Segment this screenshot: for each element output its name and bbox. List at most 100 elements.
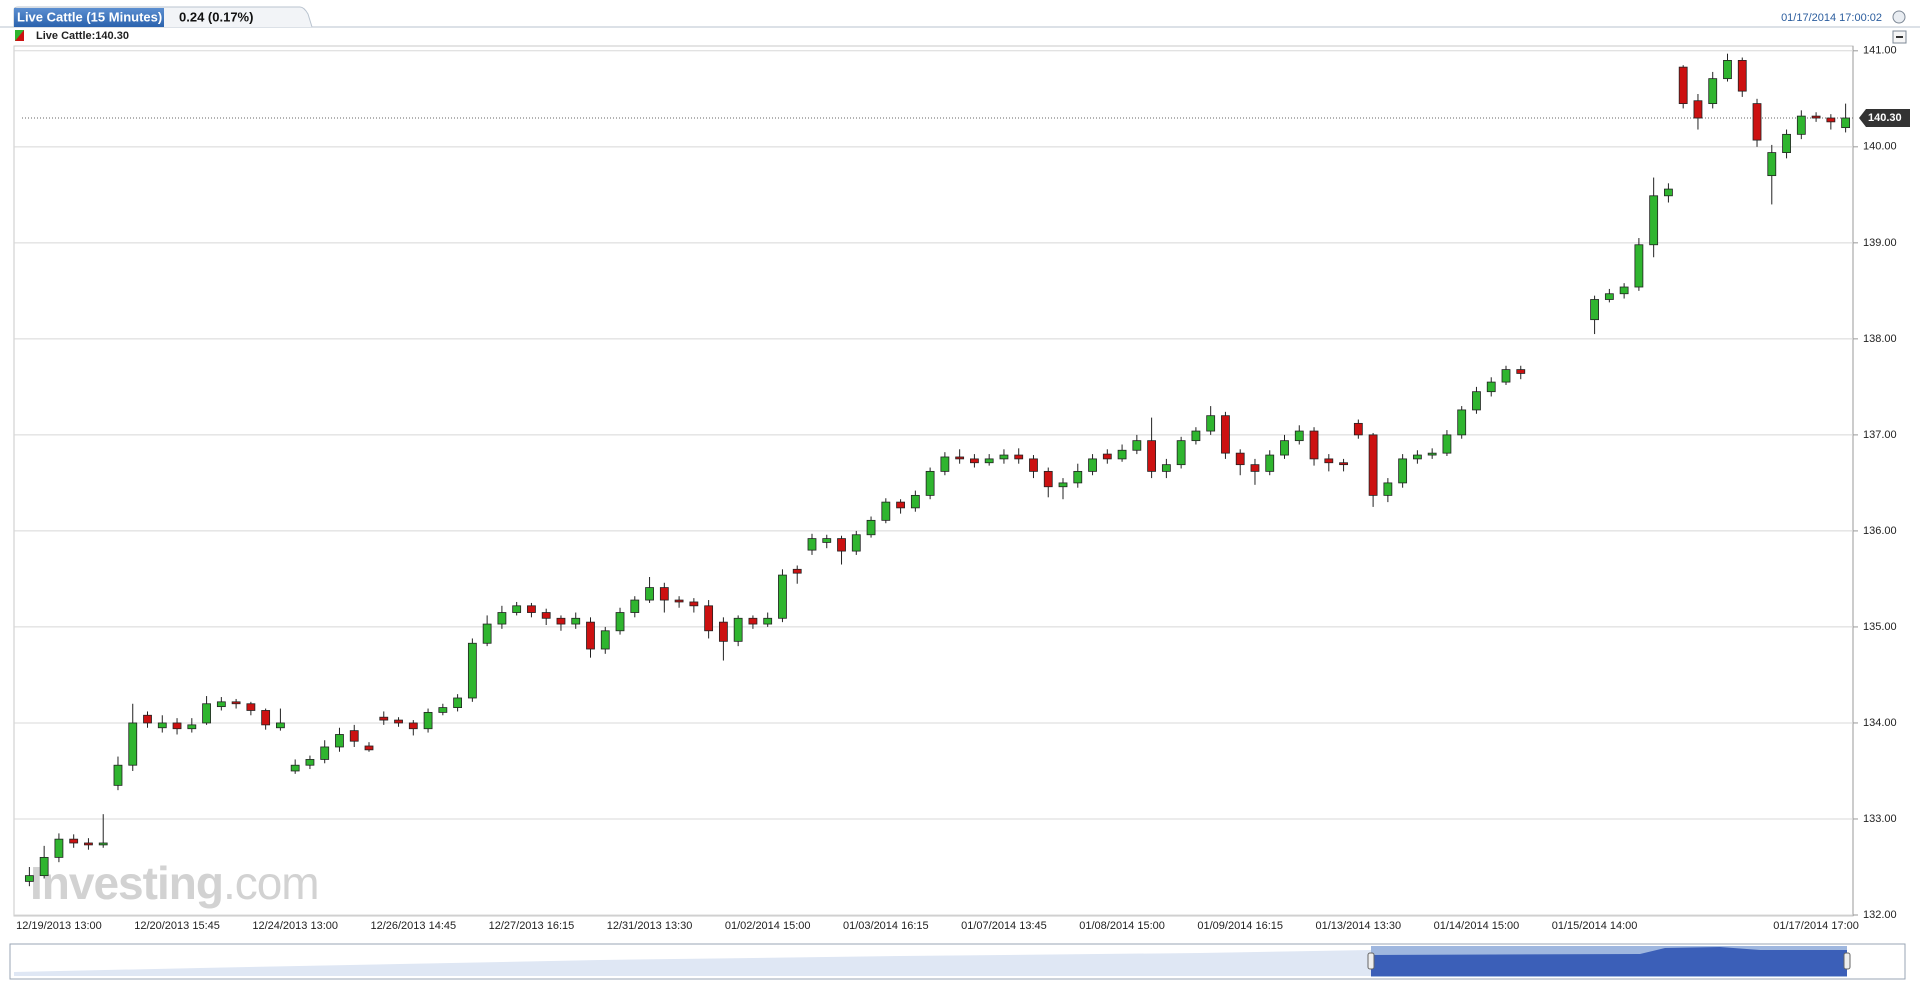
candle-body [423,711,433,730]
candle-body [822,538,832,543]
candle-body [438,707,448,713]
candle-body [1590,299,1599,321]
candle-body [925,470,935,496]
candle-body [689,601,699,607]
x-tick-label: 01/17/2014 17:00 [1773,920,1859,932]
x-tick-label: 12/24/2013 13:00 [252,920,338,932]
candle-body [202,703,211,724]
candle-body [1117,449,1127,460]
x-tick-label: 12/31/2013 13:30 [607,920,693,932]
candle-body [1678,66,1688,105]
candle-body [364,745,374,751]
candle-body [69,838,79,844]
candle-body [556,617,566,625]
candle-body [910,494,920,509]
candle-body [999,454,1009,460]
candle-body [1353,422,1363,436]
candle-body [1161,464,1171,472]
candle-body [1221,415,1230,454]
candle-body [1472,391,1481,411]
candle-body [718,621,728,642]
x-tick-label: 12/27/2013 16:15 [489,920,575,932]
tab-title: Live Cattle (15 Minutes) [17,9,162,24]
candle-body [1191,430,1201,442]
candle-body [792,568,802,574]
y-tick-label: 134.00 [1863,717,1897,729]
y-tick-label: 133.00 [1863,813,1897,825]
candle-body [1147,440,1157,472]
navigator-area [14,950,1371,976]
last-price-label: 140.30 [1868,112,1902,124]
candle-body [1516,369,1526,374]
x-tick-label: 12/26/2013 14:45 [370,920,456,932]
candle-body [984,458,994,464]
candle-body [527,605,536,613]
candle-body [1796,115,1806,135]
candle-body [305,759,315,766]
candle-body [955,456,965,460]
candle-body [128,722,138,766]
candle-body [98,842,108,846]
legend-icon-red [15,30,24,41]
candle-body [1737,60,1747,92]
candle-body [1486,381,1496,393]
candle-body [379,716,389,721]
candle-body [940,456,950,472]
candle-body [1339,462,1348,466]
candle-body [512,605,522,613]
candle-body [453,697,463,708]
navigator-handle-left[interactable] [1367,952,1375,970]
candle-body [1088,458,1097,472]
candle-body [1723,60,1732,80]
candle-body [1634,244,1644,288]
candle-body [1383,482,1393,496]
candle-body [467,642,477,699]
change: 0.24 (0.17%) [179,9,253,24]
candle-body [1782,133,1791,153]
candle-body [394,719,403,724]
watermark: Investing.com [30,857,319,909]
tab[interactable] [14,8,164,27]
candle-body [320,746,330,760]
x-tick-label: 01/15/2014 14:00 [1552,920,1638,932]
candle-body [1604,293,1614,300]
candle-body [187,724,197,730]
y-tick-label: 138.00 [1863,333,1897,345]
navigator-handle-right[interactable] [1843,952,1851,970]
candle-body [733,617,743,642]
x-tick-label: 01/13/2014 13:30 [1316,920,1402,932]
y-tick-label: 137.00 [1863,429,1897,441]
y-tick-label: 132.00 [1863,909,1897,921]
x-tick-label: 01/02/2014 15:00 [725,920,811,932]
candle-body [1206,415,1216,432]
candle-body [704,605,714,632]
x-tick-label: 01/07/2014 13:45 [961,920,1047,932]
candle-body [600,630,610,650]
candle-body [497,612,507,625]
last-price-marker [1859,109,1910,128]
candle-body [408,722,418,730]
y-tick-label: 135.00 [1863,621,1897,633]
candle-body [1014,454,1024,460]
candle-body [1708,78,1718,105]
settings-button[interactable] [1892,10,1906,24]
candle-body [1841,117,1851,129]
candle-body [1250,464,1260,472]
candle-body [1442,434,1452,454]
candle-body [1073,470,1083,484]
candle-body [349,730,359,742]
candle-body [1280,440,1289,456]
candle-body [482,623,492,644]
candle-body [84,842,93,846]
candle-body [276,722,285,729]
candle-body [1457,409,1467,436]
candle-body [1501,369,1511,383]
candle-body [1693,100,1703,119]
candle-body [1412,454,1422,460]
y-tick-label: 136.00 [1863,525,1897,537]
candle-body [39,856,49,877]
candle-body [261,710,271,726]
candle-body [157,722,167,729]
candle-body [231,701,241,705]
